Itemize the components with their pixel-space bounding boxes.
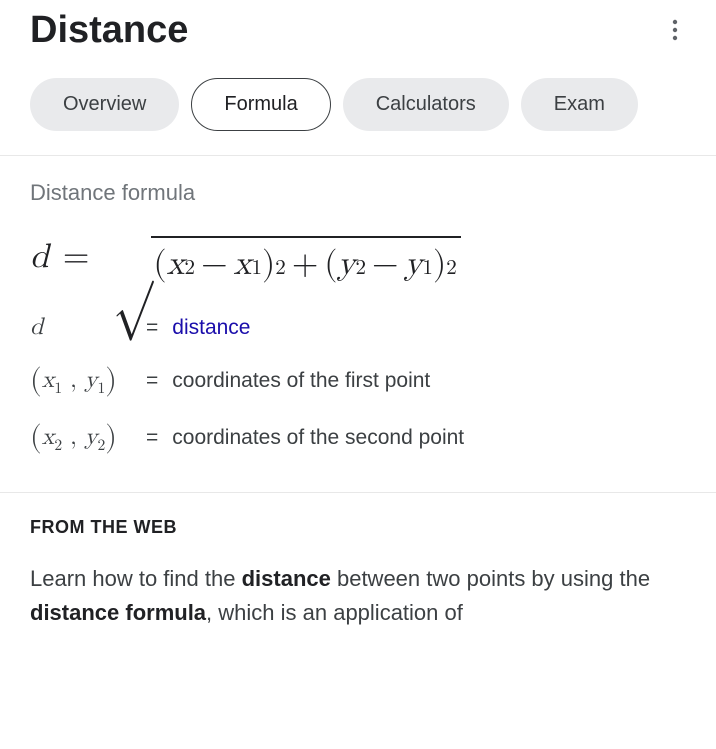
formula-section: Distance formula d = √ (x2−x1)2+(y2−y1)2… [0,156,716,492]
tab-examples[interactable]: Exam [521,78,638,131]
legend-eq: = [146,316,158,340]
legend-eq: = [146,426,158,450]
legend-row-p2: (x2 , y2) = coordinates of the second po… [30,417,686,456]
legend-desc: coordinates of the first point [172,369,430,393]
legend-desc: coordinates of the second point [172,426,464,450]
legend-symbol: (x1 , y1) [30,360,138,399]
page-title: Distance [30,9,188,52]
equals-sign: = [57,237,95,278]
tab-calculators[interactable]: Calculators [343,78,509,131]
tab-overview[interactable]: Overview [30,78,179,131]
radicand: (x2−x1)2+(y2−y1)2 [151,236,460,285]
formula-legend: d = distance (x1 , y1) = coordinates of … [30,313,686,456]
legend-eq: = [146,369,158,393]
legend-symbol: d [30,313,138,342]
legend-row-p1: (x1 , y1) = coordinates of the first poi… [30,360,686,399]
more-options-icon[interactable] [664,11,686,49]
from-the-web-section: FROM THE WEB Learn how to find the dista… [0,493,716,630]
legend-row-d: d = distance [30,313,686,342]
web-snippet: Learn how to find the distance between t… [30,562,686,630]
header: Distance [0,0,716,60]
from-web-heading: FROM THE WEB [30,517,686,538]
legend-symbol: (x2 , y2) [30,417,138,456]
tab-bar: Overview Formula Calculators Exam [0,60,716,155]
section-label: Distance formula [30,180,686,206]
formula-lhs: d [30,237,49,278]
distance-formula: d = √ (x2−x1)2+(y2−y1)2 [30,230,686,285]
tab-formula[interactable]: Formula [191,78,330,131]
legend-desc-link[interactable]: distance [172,316,250,340]
sqrt: √ (x2−x1)2+(y2−y1)2 [103,230,460,285]
radical-icon: √ [113,242,153,291]
